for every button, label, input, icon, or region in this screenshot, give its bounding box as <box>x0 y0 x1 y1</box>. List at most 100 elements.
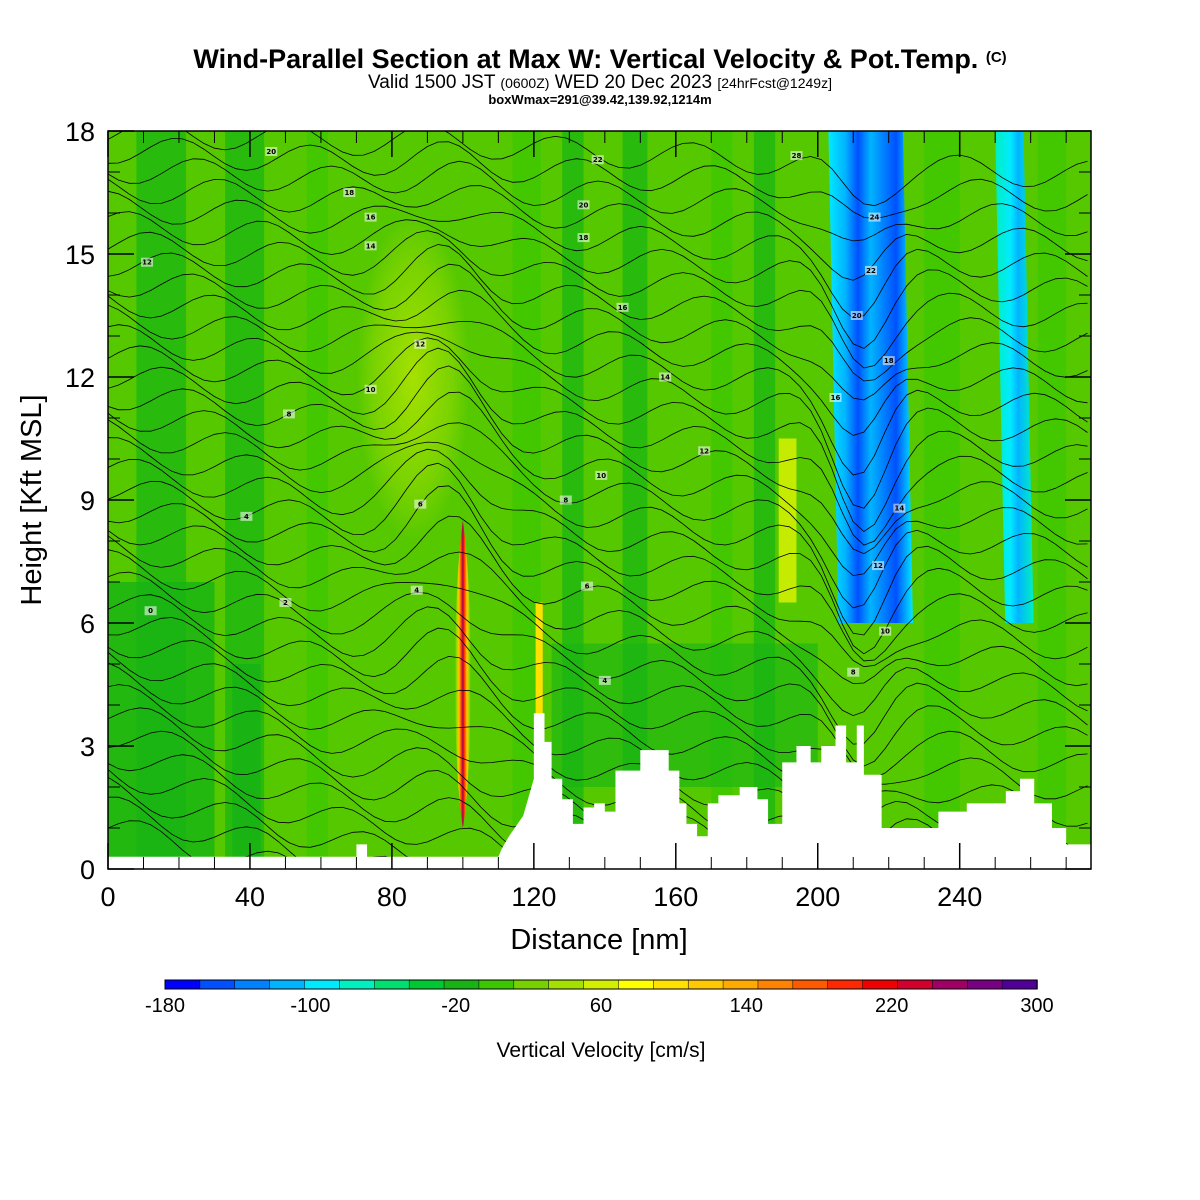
isentrope-label-bg <box>144 606 157 616</box>
isentrope-label-bg <box>343 188 356 197</box>
isentrope-label: 18 <box>344 189 354 197</box>
isentrope-label-bg <box>279 598 292 607</box>
isentrope-line <box>108 138 1088 220</box>
terrain-mask <box>108 713 1091 869</box>
x-tick-label: 240 <box>937 882 982 912</box>
isentrope-label-bg <box>282 409 295 419</box>
isentrope-label: 14 <box>366 242 376 250</box>
isentrope-label: 16 <box>831 394 841 402</box>
colorbar-swatch <box>897 979 934 990</box>
isentrope-label-bg <box>893 503 906 513</box>
isentrope-label-bg <box>559 495 572 505</box>
isentrope-line <box>108 190 1088 319</box>
isentrope-line <box>108 571 1088 767</box>
downdraft-region <box>828 131 913 623</box>
colorbar-frame <box>164 979 1038 990</box>
isentrope-label: 28 <box>792 152 802 160</box>
isentrope-label: 18 <box>884 357 894 365</box>
isentrope-label: 16 <box>366 214 376 222</box>
colorbar-swatch <box>862 979 899 990</box>
isentrope-label: 20 <box>579 201 589 209</box>
colorbar-swatch <box>374 979 410 990</box>
isentrope-label: 10 <box>366 386 376 394</box>
isentrope-label-bg <box>591 155 604 165</box>
isentrope-line <box>108 289 1088 436</box>
isentrope-label-bg <box>698 446 711 456</box>
isentrope-label: 4 <box>244 513 249 521</box>
isentrope-line <box>108 304 1088 476</box>
isentrope-label: 20 <box>852 312 862 320</box>
isentrope-label-bg <box>410 585 423 595</box>
isentrope-label-bg <box>414 339 427 349</box>
isentrope-label: 10 <box>596 472 606 480</box>
isentrope-label-bg <box>879 626 892 636</box>
isentrope-label: 24 <box>870 214 880 222</box>
isentrope-label: 12 <box>699 447 709 455</box>
isentrope-line <box>108 662 1088 862</box>
isentrope-line <box>108 178 1088 281</box>
isentrope-label: 4 <box>602 677 607 685</box>
isentrope-label-bg <box>872 561 885 571</box>
isentrope-label-bg <box>850 311 863 320</box>
colorbar-swatch <box>548 979 585 990</box>
isentrope-line <box>108 324 1088 509</box>
y-tick-label: 12 <box>65 363 95 393</box>
colorbar-tick-label: 140 <box>730 995 763 1017</box>
isentrope-label-bg <box>364 384 377 394</box>
colorbar-swatch <box>757 979 794 990</box>
isentrope-label-bg <box>240 511 253 521</box>
colorbar-swatch <box>513 979 550 990</box>
field-band <box>306 131 329 869</box>
isentrope-line <box>108 448 1088 655</box>
colorbar: -180 -100 -20 60 140 220 300 <box>145 979 1054 1017</box>
isentrope-label: 8 <box>851 669 856 677</box>
weak-updraft-region <box>778 438 797 603</box>
isentrope-line <box>108 211 1088 349</box>
isentrope-label-bg <box>616 302 629 312</box>
isentrope-label-bg <box>581 581 594 591</box>
colorbar-tick-label: -20 <box>441 995 470 1017</box>
colorbar-swatch <box>443 979 480 990</box>
colorbar-swatch <box>722 979 759 990</box>
y-tick-label: 6 <box>80 609 95 639</box>
isentrope-line <box>108 485 1088 668</box>
isentrope-label: 14 <box>660 374 670 382</box>
isentrope-label: 12 <box>415 341 425 349</box>
isentrope-label: 10 <box>880 628 890 636</box>
isentrope-label-bg <box>595 470 608 480</box>
isentrope-label: 6 <box>418 501 423 509</box>
isentrope-label-bg <box>364 241 377 251</box>
weak-updraft-region <box>535 602 543 787</box>
x-tick-label: 40 <box>235 882 265 912</box>
isentrope-line <box>108 617 1088 800</box>
isentrope-line <box>108 365 1088 555</box>
isentrope-label: 8 <box>563 497 568 505</box>
colorbar-swatch <box>478 979 515 990</box>
isentrope-label: 12 <box>142 259 152 267</box>
y-tick-label: 18 <box>65 117 95 147</box>
updraft-core <box>454 520 471 828</box>
isentrope-label: 20 <box>266 148 276 156</box>
isentrope-line <box>108 549 1088 745</box>
colorbar-tick-label: 220 <box>875 995 908 1017</box>
chart-title: Wind-Parallel Section at Max W: Vertical… <box>193 44 1007 74</box>
field-band <box>551 643 818 787</box>
isentrope-label: 22 <box>593 156 603 164</box>
isentrope-label-bg <box>659 372 672 382</box>
y-tick-label: 3 <box>80 732 95 762</box>
colorbar-swatch <box>269 979 306 990</box>
colorbar-swatch <box>966 979 1003 990</box>
isentrope-label-bg <box>882 356 895 366</box>
colorbar-swatch <box>827 979 864 990</box>
colorbar-swatch <box>408 979 445 990</box>
y-tick-label: 15 <box>65 240 95 270</box>
y-axis-title: Height [Kft MSL] <box>16 394 48 605</box>
isentrope-line <box>108 158 1088 242</box>
isentrope-label-bg <box>864 265 877 275</box>
isentrope-line <box>108 419 1088 609</box>
colorbar-tick-label: 300 <box>1020 995 1053 1017</box>
isentrope-line <box>108 263 1088 401</box>
colorbar-swatch <box>1001 979 1038 990</box>
